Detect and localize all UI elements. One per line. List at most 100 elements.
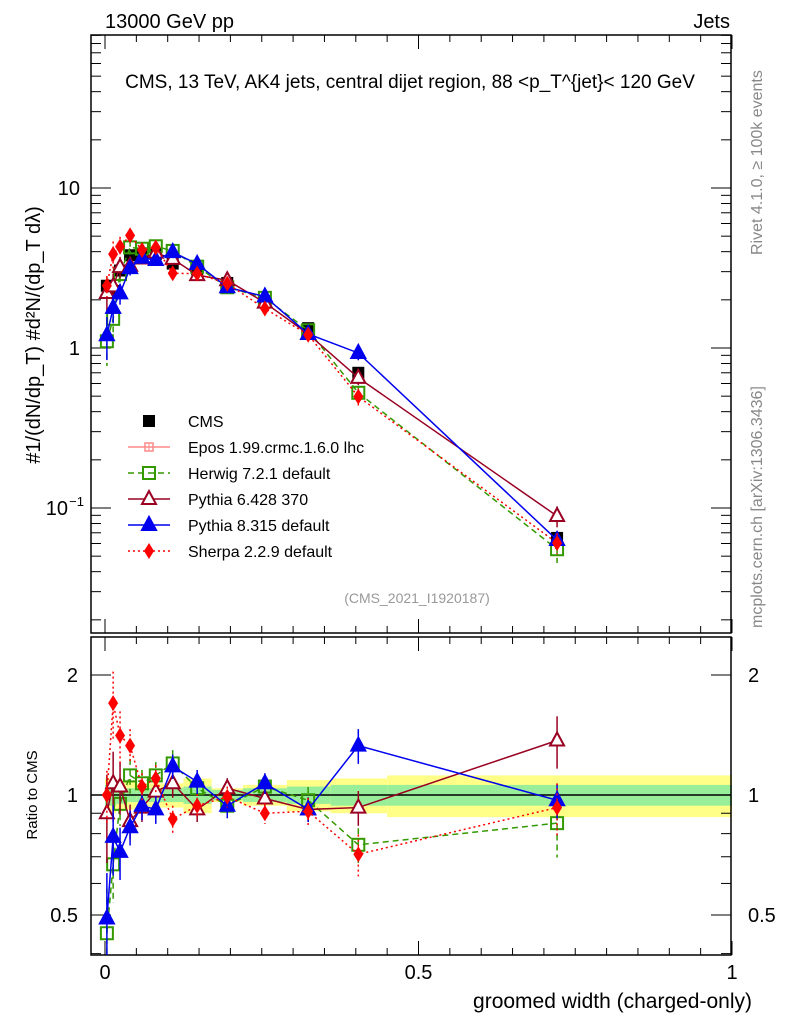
header-left: 13000 GeV pp xyxy=(105,11,234,33)
ratio-y-tick-label: 0.5 xyxy=(50,905,78,927)
legend-label: Pythia 6.428 370 xyxy=(188,492,308,509)
ratio-point xyxy=(98,908,116,925)
header-right: Jets xyxy=(693,11,730,33)
y-tick-label: 10 xyxy=(46,498,68,520)
side-label-top: Rivet 4.1.0, ≥ 100k events xyxy=(749,70,766,255)
series-pythia6 xyxy=(98,242,566,528)
legend-marker xyxy=(144,442,154,452)
series-line xyxy=(106,245,558,550)
ratio-point xyxy=(259,805,270,822)
ratio-point xyxy=(192,797,203,814)
ratio-point xyxy=(111,841,129,858)
y-tick-label: 1 xyxy=(69,338,80,360)
ratio-point xyxy=(123,768,138,783)
ratio-point xyxy=(108,695,119,712)
data-point xyxy=(147,249,165,266)
side-label-bottom: mcplots.cern.ch [arXiv:1306.3436] xyxy=(749,386,766,628)
ratio-point xyxy=(167,811,178,828)
data-point xyxy=(164,241,182,259)
ratio-point xyxy=(115,727,126,744)
legend-item: Sherpa 2.2.9 default xyxy=(128,543,333,561)
data-point xyxy=(548,505,566,523)
ratio-point xyxy=(548,730,566,747)
ratio-point xyxy=(101,787,112,803)
legend-label: Epos 1.99.crmc.1.6.0 lhc xyxy=(188,440,364,457)
ratio-point xyxy=(104,826,122,843)
data-point xyxy=(349,342,367,359)
data-point xyxy=(222,275,233,292)
x-tick-label: 1 xyxy=(726,962,737,984)
legend-label: Pythia 8.315 default xyxy=(188,518,330,535)
y-tick-label: 10 xyxy=(58,178,80,200)
data-point xyxy=(104,297,122,314)
ratio-point xyxy=(133,795,151,812)
analysis-tag: (CMS_2021_I1920187) xyxy=(344,590,490,606)
chart-title: CMS, 13 TeV, AK4 jets, central dijet reg… xyxy=(125,72,695,93)
legend-marker xyxy=(140,488,158,505)
data-point xyxy=(101,277,112,294)
series-line xyxy=(106,234,558,544)
ratio-point xyxy=(150,770,161,787)
legend-item: CMS xyxy=(143,414,224,431)
ratio-y-tick-label: 1 xyxy=(67,785,78,807)
series-line xyxy=(106,251,558,541)
legend-marker xyxy=(143,415,155,427)
data-point xyxy=(115,238,126,255)
data-point xyxy=(108,246,119,263)
marker-cross xyxy=(145,443,153,451)
legend-marker xyxy=(142,466,156,480)
series-herwig xyxy=(99,239,565,564)
ratio-frame xyxy=(90,636,732,956)
ratio-y-tick-label-right: 0.5 xyxy=(748,905,776,927)
series-cms xyxy=(100,247,564,546)
data-point xyxy=(121,258,139,275)
main-frame xyxy=(90,34,732,634)
ratio-series-pythia8 xyxy=(98,729,566,955)
legend: CMS Epos 1.99.crmc.1.6.0 lhc Herwig 7.2.1 … xyxy=(128,414,364,561)
ratio-point xyxy=(111,776,129,793)
ratio-point xyxy=(303,803,314,820)
data-point xyxy=(349,367,367,384)
x-tick-label: 0 xyxy=(99,962,110,984)
legend-item: Herwig 7.2.1 default xyxy=(128,466,331,483)
x-axis-label: groomed width (charged-only) xyxy=(473,990,752,1013)
data-point xyxy=(192,265,203,282)
ratio-point xyxy=(222,788,233,805)
series-pythia8 xyxy=(98,241,566,548)
data-point xyxy=(259,300,270,317)
ratio-y-tick-label-right: 1 xyxy=(748,785,759,807)
ratio-point xyxy=(353,846,364,863)
ratio-point xyxy=(121,817,139,834)
ratio-point xyxy=(164,773,182,790)
series-sherpa xyxy=(101,227,563,555)
ratio-y-tick-label-right: 2 xyxy=(748,665,759,687)
x-tick-label: 0.5 xyxy=(405,962,433,984)
data-point xyxy=(125,227,136,244)
legend-item: Pythia 8.315 default xyxy=(128,514,330,535)
legend-marker xyxy=(144,543,154,559)
data-point xyxy=(98,325,116,342)
legend-label: CMS xyxy=(188,414,224,431)
data-point xyxy=(552,534,563,551)
data-point xyxy=(111,283,129,300)
ratio-y-axis-label: Ratio to CMS xyxy=(24,750,41,839)
ratio-pad: 0 0.5 1 0.5 0.5 1 1 2 2 xyxy=(50,35,776,984)
legend-label: Herwig 7.2.1 default xyxy=(188,466,331,483)
ratio-point xyxy=(147,799,165,816)
legend-label: Sherpa 2.2.9 default xyxy=(188,544,333,561)
data-point xyxy=(124,249,137,262)
data-point xyxy=(136,242,147,259)
y-axis-label: #1/(dN/dp_T) #d²N/(dp_T dλ) xyxy=(23,206,45,464)
legend-item: Epos 1.99.crmc.1.6.0 lhc xyxy=(128,440,364,457)
ratio-series-sherpa xyxy=(101,671,563,877)
data-point xyxy=(150,239,161,256)
data-point xyxy=(167,265,178,282)
data-point xyxy=(353,388,364,405)
ratio-point xyxy=(164,756,182,773)
ratio-point xyxy=(349,735,367,752)
ratio-point xyxy=(125,737,136,754)
ratio-point xyxy=(136,778,147,795)
y-tick-exponent: −1 xyxy=(69,494,84,509)
